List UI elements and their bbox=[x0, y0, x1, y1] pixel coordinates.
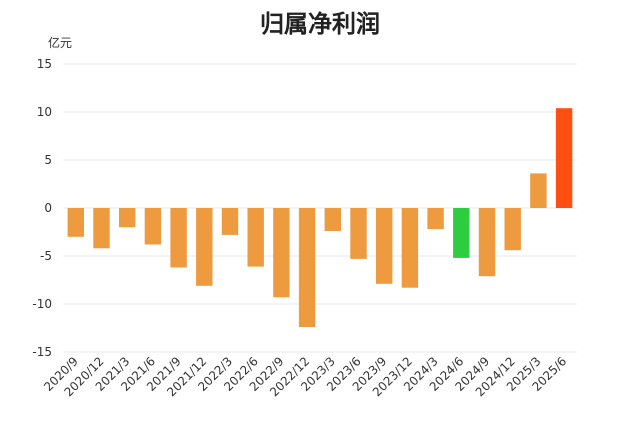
bars bbox=[68, 108, 573, 327]
bar-2021-12 bbox=[196, 208, 212, 286]
y-tick-label: -5 bbox=[40, 249, 52, 263]
bar-2023-12 bbox=[402, 208, 418, 288]
y-axis-tick-labels: 15 10 5 0 -5 -10 -15 bbox=[32, 57, 52, 359]
y-tick-label: 0 bbox=[44, 201, 52, 215]
bar-2024-12 bbox=[505, 208, 521, 250]
bar-2023-6 bbox=[350, 208, 366, 259]
x-axis-tick-labels: 2020/92020/122021/32021/62021/92021/1220… bbox=[41, 354, 569, 399]
bar-2022-6 bbox=[248, 208, 264, 267]
bar-2023-3 bbox=[325, 208, 341, 231]
bar-2024-9 bbox=[479, 208, 495, 276]
y-tick-label: 10 bbox=[37, 105, 52, 119]
y-tick-label: 15 bbox=[37, 57, 52, 71]
bar-2025-6 bbox=[556, 108, 572, 208]
bar-2021-6 bbox=[145, 208, 161, 245]
bar-2022-12 bbox=[299, 208, 315, 327]
bar-2020-12 bbox=[93, 208, 109, 248]
bar-2025-3 bbox=[530, 173, 546, 208]
y-tick-label: -10 bbox=[32, 297, 52, 311]
bar-2021-3 bbox=[119, 208, 135, 227]
y-tick-label: -15 bbox=[32, 345, 52, 359]
gridlines bbox=[63, 64, 577, 352]
bar-2022-3 bbox=[222, 208, 238, 235]
bar-2022-9 bbox=[273, 208, 289, 297]
bar-2024-6 bbox=[453, 208, 469, 258]
bar-2024-3 bbox=[427, 208, 443, 229]
bar-2023-9 bbox=[376, 208, 392, 284]
y-tick-label: 5 bbox=[44, 153, 52, 167]
bar-2020-9 bbox=[68, 208, 84, 237]
bar-2021-9 bbox=[170, 208, 186, 268]
